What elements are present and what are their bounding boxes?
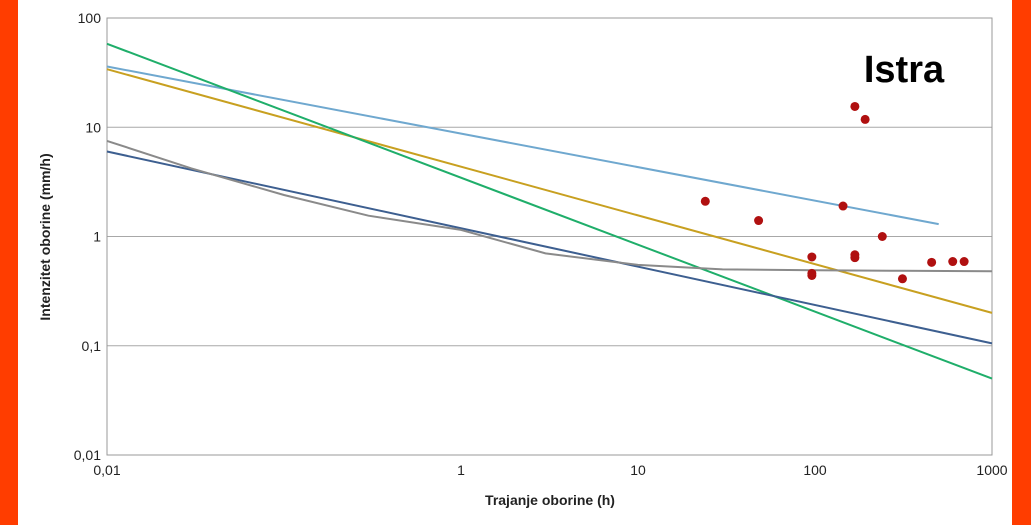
data-point-1 xyxy=(754,216,764,226)
data-point-10 xyxy=(877,232,887,241)
y-tick-label: 10 xyxy=(85,119,101,135)
x-axis-title: Trajanje oborine (h) xyxy=(485,492,615,508)
chart-title: Istra xyxy=(864,49,945,91)
series-line-2 xyxy=(106,42,993,380)
y-tick-labels: 0,01 0,1 1 10 100 xyxy=(74,10,101,463)
data-point-8 xyxy=(850,253,860,263)
series-lines xyxy=(106,42,993,380)
series-line-1 xyxy=(106,68,993,314)
x-tick-label: 1000 xyxy=(976,462,1007,478)
series-line-4 xyxy=(106,139,993,273)
plot-frame xyxy=(106,17,993,456)
chart-panel xyxy=(18,0,1012,525)
y-tick-label: 100 xyxy=(78,10,102,26)
data-point-11 xyxy=(897,274,907,284)
y-tick-label: 0,01 xyxy=(74,447,101,463)
y-tick-label: 1 xyxy=(93,229,101,245)
x-tick-label: 1 xyxy=(457,462,465,478)
data-point-5 xyxy=(838,201,848,211)
x-tick-label: 100 xyxy=(803,462,827,478)
data-point-12 xyxy=(927,257,937,267)
y-tick-label: 0,1 xyxy=(82,338,102,354)
data-point-6 xyxy=(850,101,860,111)
series-line-3 xyxy=(106,150,993,345)
data-point-14 xyxy=(959,257,969,267)
x-tick-labels: 0,01 1 10 100 1000 xyxy=(93,462,1007,478)
data-point-2 xyxy=(807,252,817,262)
x-tick-label: 0,01 xyxy=(93,462,120,478)
data-point-9 xyxy=(860,114,870,124)
data-point-4 xyxy=(807,270,817,280)
y-axis-title: Intenzitet oborine (mm/h) xyxy=(37,153,53,320)
gridlines xyxy=(107,17,992,456)
x-tick-label: 10 xyxy=(630,462,646,478)
series-line-0 xyxy=(106,65,939,226)
data-point-0 xyxy=(700,196,710,206)
scatter-points xyxy=(700,101,969,284)
data-point-13 xyxy=(948,257,958,267)
